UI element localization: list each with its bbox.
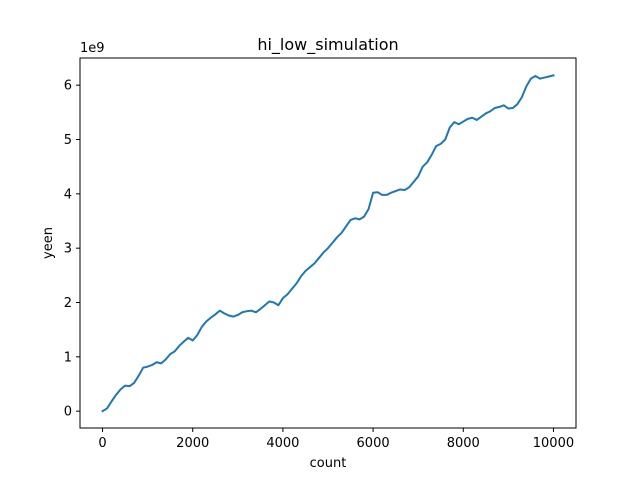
axis-ticks: 0 2000 4000 6000 8000 10000 0 1 2 3 4 5 6 [64,79,574,451]
y-tick-label: 5 [64,133,72,148]
y-tick-label: 3 [64,242,72,257]
y-tick-label: 0 [64,405,72,420]
x-tick-label: 6000 [357,436,390,451]
plot-frame [79,57,577,429]
y-axis-label: yeen [41,227,56,259]
x-tick-label: 10000 [533,436,574,451]
x-tick-label: 8000 [447,436,480,451]
y-tick-label: 4 [64,187,72,202]
x-axis-label: count [310,456,347,471]
y-tick-label: 6 [64,79,72,94]
plot-background [80,58,576,428]
x-tick-label: 4000 [266,436,299,451]
x-tick-label: 2000 [176,436,209,451]
chart-title: hi_low_simulation [257,35,398,55]
y-tick-label: 1 [64,350,72,365]
y-tick-label: 2 [64,296,72,311]
x-tick-label: 0 [98,436,106,451]
series-line [101,74,555,413]
y-offset-label: 1e9 [80,41,105,56]
